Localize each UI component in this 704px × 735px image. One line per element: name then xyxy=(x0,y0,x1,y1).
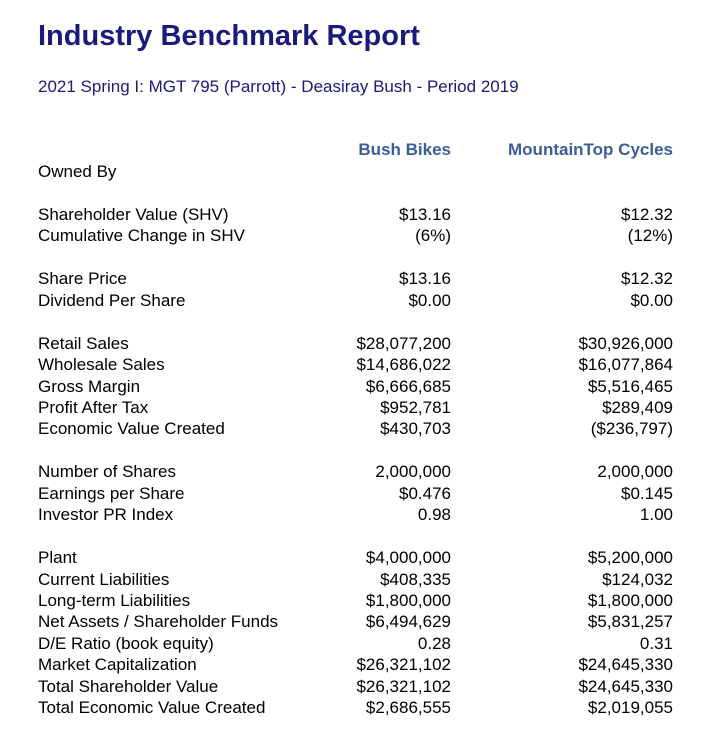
cell-value: $2,019,055 xyxy=(587,698,673,718)
cell-value: $289,409 xyxy=(602,397,673,417)
cell-value: $5,200,000 xyxy=(587,548,673,568)
cell-value: $13.16 xyxy=(399,204,451,224)
cell-value: (6%) xyxy=(415,226,451,246)
cell-value: (12%) xyxy=(627,226,673,246)
row-label: Investor PR Index xyxy=(38,505,174,525)
row-label: Economic Value Created xyxy=(38,419,225,439)
row-label: Share Price xyxy=(38,269,127,289)
cell-value: $12.32 xyxy=(621,204,673,224)
cell-value: $24,645,330 xyxy=(578,655,673,675)
row-label: Wholesale Sales xyxy=(38,355,165,375)
cell-value: $6,666,685 xyxy=(365,376,451,396)
cell-value: $0.00 xyxy=(630,290,673,310)
column-header: MountainTop Cycles xyxy=(508,140,673,159)
row-label: Owned By xyxy=(38,162,117,181)
cell-value: $0.476 xyxy=(399,483,451,503)
row-label: Net Assets / Shareholder Funds xyxy=(38,612,279,632)
cell-value: 1.00 xyxy=(639,505,673,525)
report-title: Industry Benchmark Report xyxy=(38,20,420,52)
cell-value: $0.145 xyxy=(621,483,673,503)
cell-value: $5,516,465 xyxy=(587,376,673,396)
row-label: Cumulative Change in SHV xyxy=(38,226,245,246)
row-label: Current Liabilities xyxy=(38,569,170,589)
cell-value: $30,926,000 xyxy=(578,333,673,353)
row-label: Plant xyxy=(38,548,77,568)
cell-value: 0.31 xyxy=(639,633,673,653)
cell-value: 0.28 xyxy=(417,633,451,653)
row-label: Market Capitalization xyxy=(38,655,197,675)
cell-value: $4,000,000 xyxy=(365,548,451,568)
cell-value: $2,686,555 xyxy=(365,698,451,718)
cell-value: $6,494,629 xyxy=(365,612,451,632)
row-label: Total Shareholder Value xyxy=(38,676,219,696)
row-label: Long-term Liabilities xyxy=(38,591,191,610)
cell-value: $12.32 xyxy=(621,269,673,289)
cell-value: $1,800,000 xyxy=(365,591,451,610)
cell-value: $24,645,330 xyxy=(578,676,673,696)
report-subtitle: 2021 Spring I: MGT 795 (Parrott) - Deasi… xyxy=(38,77,519,96)
cell-value: 0.98 xyxy=(417,505,451,525)
row-label: Total Economic Value Created xyxy=(38,698,266,718)
cell-value: $1,800,000 xyxy=(587,591,673,610)
cell-value: $124,032 xyxy=(602,569,673,589)
cell-value: $16,077,864 xyxy=(578,355,673,375)
column-header: Bush Bikes xyxy=(358,140,451,159)
cell-value: $0.00 xyxy=(408,290,451,310)
row-label: Retail Sales xyxy=(38,333,129,353)
row-label: Shareholder Value (SHV) xyxy=(38,204,229,224)
cell-value: $13.16 xyxy=(399,269,451,289)
cell-value: $952,781 xyxy=(380,397,451,417)
row-label: Number of Shares xyxy=(38,462,176,482)
cell-value: $14,686,022 xyxy=(356,355,451,375)
row-label: D/E Ratio (book equity) xyxy=(38,633,214,653)
row-label: Gross Margin xyxy=(38,376,141,396)
row-label: Dividend Per Share xyxy=(38,290,186,310)
row-label: Earnings per Share xyxy=(38,483,185,503)
cell-value: $26,321,102 xyxy=(356,655,451,675)
cell-value: $5,831,257 xyxy=(587,612,673,632)
cell-value: $28,077,200 xyxy=(356,333,451,353)
row-label: Profit After Tax xyxy=(38,397,149,417)
cell-value: $408,335 xyxy=(380,569,451,589)
cell-value: $26,321,102 xyxy=(356,676,451,696)
cell-value: $430,703 xyxy=(380,419,451,439)
cell-value: 2,000,000 xyxy=(597,462,673,482)
cell-value: 2,000,000 xyxy=(375,462,451,482)
cell-value: ($236,797) xyxy=(590,419,673,439)
